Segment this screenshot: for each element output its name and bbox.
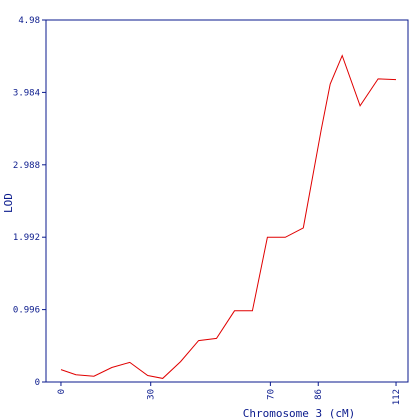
y-tick-label: 0.996: [13, 306, 40, 316]
y-tick-label: 4.98: [18, 16, 40, 26]
y-tick-label: 2.988: [13, 161, 40, 171]
y-tick-label: 1.992: [13, 233, 40, 243]
x-axis-label: Chromosome 3 (cM): [243, 407, 356, 420]
x-tick-label: 112: [392, 389, 402, 405]
x-tick-label: 0: [57, 389, 67, 394]
y-tick-label: 3.984: [13, 88, 40, 98]
plot-frame: [45, 19, 409, 383]
y-tick-label: 0: [35, 378, 40, 388]
x-tick-label: 70: [266, 389, 276, 400]
y-axis-label: LOD: [2, 193, 15, 213]
x-tick-label: 30: [147, 389, 157, 400]
x-tick-label: 86: [314, 389, 324, 400]
lod-series-line: [60, 54, 397, 379]
